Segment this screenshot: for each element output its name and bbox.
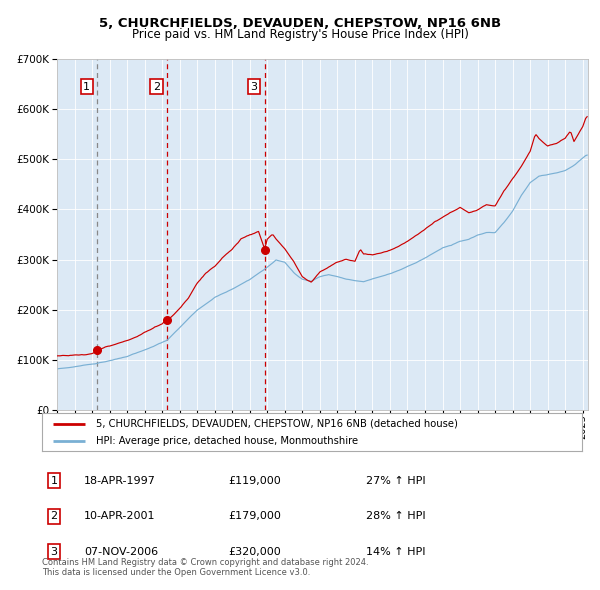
Text: 18-APR-1997: 18-APR-1997 [84,476,156,486]
Text: 3: 3 [251,81,257,91]
Text: £119,000: £119,000 [228,476,281,486]
Text: 3: 3 [50,547,58,556]
Text: 1: 1 [50,476,58,486]
Text: 10-APR-2001: 10-APR-2001 [84,512,155,521]
Text: Price paid vs. HM Land Registry's House Price Index (HPI): Price paid vs. HM Land Registry's House … [131,28,469,41]
Text: 28% ↑ HPI: 28% ↑ HPI [366,512,425,521]
Text: 1: 1 [83,81,90,91]
Text: 2: 2 [50,512,58,521]
Text: £179,000: £179,000 [228,512,281,521]
Text: £320,000: £320,000 [228,547,281,556]
Text: 07-NOV-2006: 07-NOV-2006 [84,547,158,556]
Text: HPI: Average price, detached house, Monmouthshire: HPI: Average price, detached house, Monm… [96,435,358,445]
Text: 2: 2 [153,81,160,91]
Text: 14% ↑ HPI: 14% ↑ HPI [366,547,425,556]
Text: Contains HM Land Registry data © Crown copyright and database right 2024.
This d: Contains HM Land Registry data © Crown c… [42,558,368,577]
Text: 5, CHURCHFIELDS, DEVAUDEN, CHEPSTOW, NP16 6NB: 5, CHURCHFIELDS, DEVAUDEN, CHEPSTOW, NP1… [99,17,501,30]
Text: 5, CHURCHFIELDS, DEVAUDEN, CHEPSTOW, NP16 6NB (detached house): 5, CHURCHFIELDS, DEVAUDEN, CHEPSTOW, NP1… [96,419,458,429]
Text: 27% ↑ HPI: 27% ↑ HPI [366,476,425,486]
